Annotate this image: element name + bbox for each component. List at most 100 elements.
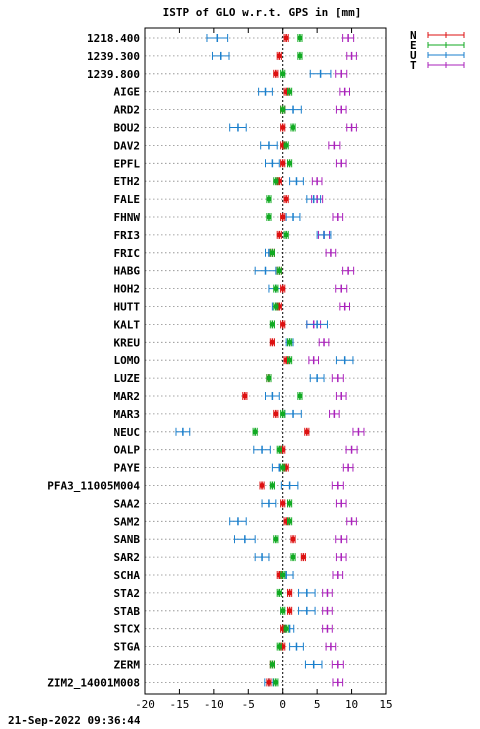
station-label: SAA2 xyxy=(114,497,141,510)
x-axis-ticks: -20 -15 -10 -5 0 5 10 15 xyxy=(135,28,393,711)
point-marker xyxy=(252,429,258,435)
error-bar-U xyxy=(306,320,328,329)
error-bar-N xyxy=(280,320,286,329)
error-bar-E xyxy=(287,517,293,526)
error-bar-N xyxy=(280,284,286,293)
point-marker xyxy=(266,196,272,202)
data-marks xyxy=(175,34,365,687)
x-tick-label: -5 xyxy=(242,698,255,711)
x-tick-label: -15 xyxy=(169,698,189,711)
error-bar-T xyxy=(329,409,340,418)
error-bar-E xyxy=(276,445,282,454)
error-bar-T xyxy=(352,427,365,436)
error-bar-U xyxy=(261,499,277,508)
error-bar-E xyxy=(297,51,303,60)
error-bar-N xyxy=(273,69,279,78)
point-marker xyxy=(283,196,289,202)
error-bar-T xyxy=(335,553,347,562)
error-bar-N xyxy=(273,409,279,418)
point-marker xyxy=(287,590,293,596)
error-bar-N xyxy=(259,481,265,490)
error-bar-U xyxy=(284,105,302,114)
error-bar-T xyxy=(332,213,344,221)
series-U xyxy=(175,34,354,687)
error-bar-T xyxy=(332,678,344,687)
point-marker xyxy=(287,357,293,363)
error-bar-T xyxy=(328,141,341,150)
legend-item-T: T xyxy=(410,59,465,72)
point-marker xyxy=(287,518,293,524)
error-bar-E xyxy=(269,660,275,669)
error-bar-U xyxy=(211,51,230,60)
station-label: SAR2 xyxy=(114,551,141,564)
point-marker xyxy=(269,662,275,667)
point-marker xyxy=(269,321,275,327)
point-marker xyxy=(276,53,282,59)
station-label: STGA xyxy=(114,641,141,654)
point-marker xyxy=(297,35,303,41)
point-marker xyxy=(280,286,286,292)
error-bar-T xyxy=(342,266,355,275)
x-tick-label: 15 xyxy=(379,698,392,711)
point-marker xyxy=(273,286,279,292)
station-label: MAR3 xyxy=(114,408,141,421)
station-label: ZIM2_14001M008 xyxy=(47,676,140,689)
error-bar-E xyxy=(290,123,296,132)
error-bar-N xyxy=(280,213,286,221)
legend-item-N: N xyxy=(410,29,465,42)
error-bar-E xyxy=(276,588,282,597)
point-marker xyxy=(280,125,286,130)
station-label: EPFL xyxy=(114,157,141,170)
error-bar-E xyxy=(287,356,293,365)
point-marker xyxy=(273,71,279,77)
error-bar-T xyxy=(346,517,357,526)
point-marker xyxy=(273,679,279,685)
point-marker xyxy=(273,304,279,309)
point-marker xyxy=(280,321,286,327)
legend-label: N xyxy=(410,29,417,42)
station-label: 1239.800 xyxy=(87,68,140,81)
error-bar-U xyxy=(265,159,280,168)
error-bar-T xyxy=(318,338,330,347)
point-marker xyxy=(273,411,279,417)
error-bar-E xyxy=(280,409,286,418)
error-bar-U xyxy=(206,34,229,42)
error-bar-N xyxy=(266,678,272,687)
station-label: HUTT xyxy=(114,301,141,314)
error-bar-U xyxy=(234,535,256,544)
station-label: HOH2 xyxy=(114,283,141,296)
station-label: NEUC xyxy=(114,426,141,439)
point-marker xyxy=(269,483,275,488)
station-label: STAB xyxy=(114,605,141,618)
error-bar-T xyxy=(331,374,344,383)
station-label: 1218.400 xyxy=(87,32,140,45)
station-label: AIGE xyxy=(114,86,141,99)
station-label: BOU2 xyxy=(114,122,141,135)
error-bar-U xyxy=(280,481,299,490)
error-bar-T xyxy=(325,642,337,651)
station-label: OALP xyxy=(114,444,141,457)
error-bar-U xyxy=(258,87,273,96)
point-marker xyxy=(276,268,282,274)
error-bar-T xyxy=(342,34,355,42)
error-bar-U xyxy=(229,123,247,132)
error-bar-E xyxy=(287,159,293,168)
point-marker xyxy=(242,393,248,399)
error-bar-E xyxy=(266,213,272,221)
point-marker xyxy=(290,536,296,542)
error-bar-T xyxy=(322,606,333,615)
point-marker xyxy=(280,71,286,77)
station-labels: 1218.400 1239.300 1239.800 AIGE ARD2 BOU2 DAV2… xyxy=(47,32,140,689)
error-bar-U xyxy=(254,266,277,275)
error-bar-E xyxy=(280,69,286,78)
station-label: PFA3_11005M004 xyxy=(47,480,140,493)
error-bar-U xyxy=(298,588,316,597)
point-marker xyxy=(280,107,286,113)
error-bar-E xyxy=(273,177,279,186)
point-marker xyxy=(297,53,303,59)
error-bar-N xyxy=(287,606,293,615)
error-bar-N xyxy=(276,51,282,60)
series-T xyxy=(306,34,365,687)
plot-frame xyxy=(144,27,387,695)
